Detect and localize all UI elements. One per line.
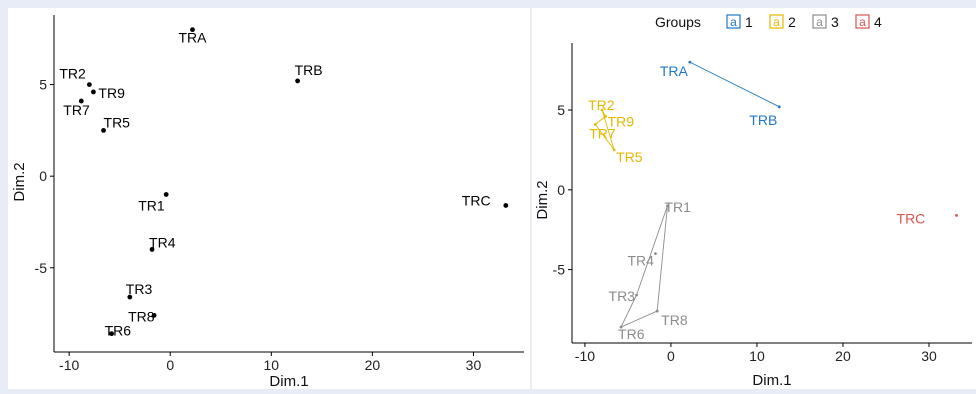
group-point-label-tr6: TR6	[618, 326, 645, 342]
x-tick-label: 20	[835, 348, 851, 364]
left-y-axis-title: Dim.2	[11, 162, 28, 201]
legend-label-3: 3	[831, 14, 839, 30]
x-tick-label: 30	[466, 357, 482, 373]
left-scatter-panel: Dim.1 Dim.2 -10 0 10 20 30-505 TRATRBTR2TR9T…	[8, 8, 530, 390]
point-label-tr8: TR8	[128, 308, 155, 324]
group-point-label-tra: TRA	[660, 63, 689, 79]
group-point-tra	[688, 60, 692, 64]
point-label-trc: TRC	[462, 192, 491, 208]
point-tr1	[163, 192, 169, 197]
legend-key-glyph: a	[859, 15, 866, 29]
group-point-label-tr3: TR3	[609, 288, 636, 304]
group-point-tr3	[635, 293, 638, 297]
right-panel-background	[532, 8, 976, 389]
group-point-label-tr9: TR9	[608, 113, 635, 129]
x-tick-label: -10	[575, 348, 595, 364]
group-point-label-tr2: TR2	[588, 97, 615, 113]
group-point-label-trc: TRC	[897, 210, 926, 226]
group-point-tr6	[619, 325, 623, 329]
group-point-label-tr8: TR8	[661, 312, 688, 328]
legend-label-1: 1	[745, 14, 753, 30]
group-point-tr5	[612, 148, 616, 152]
point-label-tr1: TR1	[138, 197, 165, 213]
group-point-trc	[955, 213, 958, 217]
left-panel-background	[8, 8, 530, 389]
group-point-label-trb: TRB	[749, 112, 777, 128]
left-x-axis-title: Dim.1	[269, 373, 308, 390]
legend-title: Groups	[655, 14, 701, 30]
point-tr6	[109, 331, 115, 337]
point-tr7	[78, 98, 84, 104]
x-tick-label: 0	[667, 348, 675, 364]
point-tr9	[91, 89, 96, 95]
point-tr2	[86, 82, 92, 87]
point-tr4	[149, 247, 155, 252]
y-tick-label: 5	[557, 102, 565, 118]
point-trc	[503, 203, 509, 208]
legend-key-3	[812, 14, 827, 29]
group-point-label-tr5: TR5	[616, 149, 643, 165]
point-label-tr4: TR4	[149, 234, 176, 250]
x-tick-label: -10	[59, 357, 79, 373]
legend-key-glyph: a	[730, 15, 737, 29]
point-label-tr5: TR5	[104, 114, 131, 130]
group-point-label-tr7: TR7	[589, 125, 616, 141]
legend-label-4: 4	[874, 14, 882, 30]
right-x-axis-title: Dim.1	[752, 372, 791, 389]
group-point-label-tr4: TR4	[627, 253, 654, 269]
x-tick-label: 10	[264, 357, 280, 373]
y-tick-label: 5	[39, 77, 47, 93]
y-tick-label: 0	[39, 168, 47, 184]
x-tick-label: 10	[749, 348, 765, 364]
group-point-tr7	[593, 122, 597, 126]
y-tick-label: -5	[553, 262, 566, 278]
group-point-trb	[777, 105, 781, 109]
point-label-tr9: TR9	[98, 85, 125, 101]
point-label-tr2: TR2	[59, 66, 86, 82]
point-label-trb: TRB	[295, 62, 323, 78]
y-tick-label: 0	[557, 182, 565, 198]
group-point-tr9	[604, 115, 607, 118]
point-label-tr3: TR3	[126, 281, 153, 297]
point-label-tra: TRA	[178, 30, 207, 46]
point-tr8	[151, 312, 157, 318]
legend-label-2: 2	[788, 14, 796, 30]
right-y-axis-title: Dim.2	[534, 180, 551, 219]
point-tr3	[127, 294, 133, 300]
point-label-tr6: TR6	[105, 323, 132, 339]
legend-key-glyph: a	[773, 15, 780, 29]
group-point-label-tr1: TR1	[664, 199, 691, 215]
point-label-tr7: TR7	[63, 102, 90, 118]
point-tr5	[101, 127, 106, 133]
left-axis-ticks: -10 0 10 20 30 -5 0 5	[35, 77, 482, 373]
point-trb	[295, 78, 300, 84]
legend-key-2	[769, 14, 784, 29]
legend-key-1	[726, 14, 741, 29]
legend-key-4	[855, 14, 870, 29]
right-axis-ticks: -10 0 10 20 30 -5 0 5	[553, 102, 937, 364]
x-tick-label: 30	[921, 348, 937, 364]
x-tick-label: 0	[166, 357, 174, 373]
x-tick-label: 20	[365, 357, 381, 373]
point-tra	[190, 27, 195, 33]
group-point-tr2	[600, 108, 604, 112]
y-tick-label: -5	[35, 260, 48, 276]
group-point-tr8	[655, 309, 659, 313]
group-point-tr1	[666, 204, 669, 208]
legend-key-glyph: a	[816, 15, 823, 29]
group-point-tr4	[654, 252, 657, 256]
